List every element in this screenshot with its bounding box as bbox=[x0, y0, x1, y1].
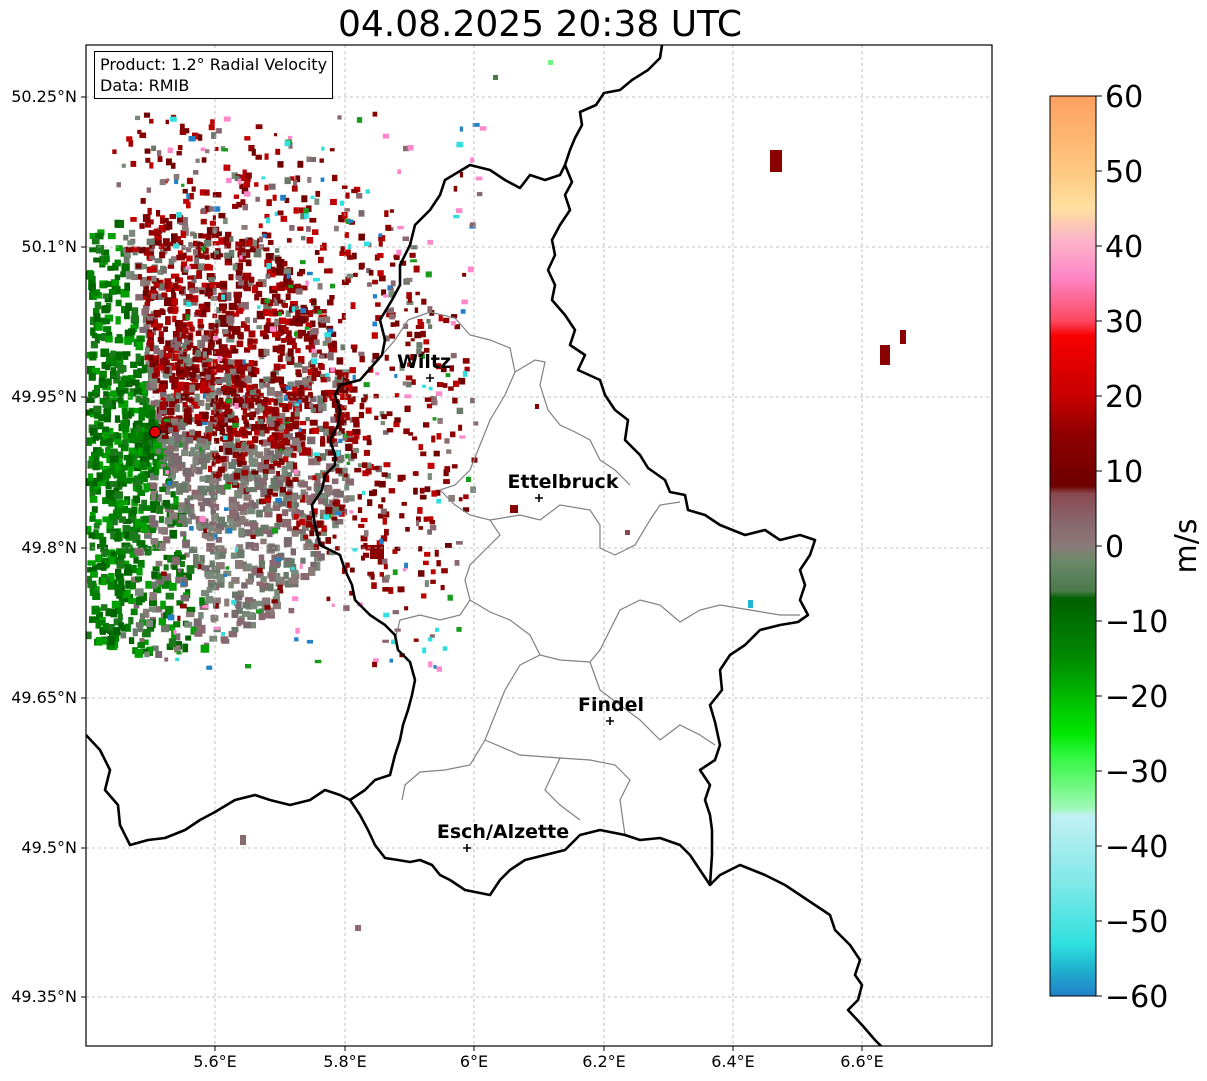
gridlines bbox=[86, 45, 992, 1046]
colorbar-tick-label: 10 bbox=[1105, 455, 1143, 490]
product-info-box: Product: 1.2° Radial Velocity Data: RMIB bbox=[94, 51, 334, 99]
y-tick-label: 49.5°N bbox=[21, 838, 77, 857]
city-marker-icon bbox=[426, 374, 434, 382]
city-esch-alzette: Esch/Alzette bbox=[437, 821, 569, 852]
colorbar-tick-label: 20 bbox=[1105, 380, 1143, 415]
data-source-label: Data: RMIB bbox=[100, 76, 190, 95]
canton-boundaries bbox=[381, 311, 800, 836]
y-tick-label: 49.8°N bbox=[21, 538, 77, 557]
radar-site-marker bbox=[149, 426, 161, 438]
country-borders bbox=[86, 45, 883, 1046]
colorbar-tick-label: −20 bbox=[1105, 680, 1168, 715]
colorbar-unit-label: m/s bbox=[1169, 519, 1204, 574]
city-label: Findel bbox=[578, 694, 644, 716]
product-label: Product: 1.2° Radial Velocity bbox=[100, 55, 328, 74]
colorbar-tick-label: −10 bbox=[1105, 605, 1168, 640]
x-tick-label: 5.6°E bbox=[193, 1052, 237, 1071]
city-marker-icon bbox=[535, 494, 543, 502]
y-tick-label: 50.1°N bbox=[21, 237, 77, 256]
city-ettelbruck: Ettelbruck bbox=[508, 471, 619, 502]
x-tick-label: 6.6°E bbox=[840, 1052, 884, 1071]
city-marker-icon bbox=[463, 844, 471, 852]
x-tick-label: 6.2°E bbox=[582, 1052, 626, 1071]
colorbar-tick-label: 40 bbox=[1105, 230, 1143, 265]
city-wiltz: Wiltz bbox=[397, 351, 451, 382]
colorbar-tick-label: −60 bbox=[1105, 980, 1168, 1015]
colorbar-tick-label: 60 bbox=[1105, 80, 1143, 115]
x-tick-label: 6°E bbox=[460, 1052, 488, 1071]
city-findel: Findel bbox=[578, 694, 644, 725]
radar-echo-layer bbox=[86, 60, 906, 931]
city-marker-icon bbox=[606, 717, 614, 725]
colorbar-tick-label: 30 bbox=[1105, 305, 1143, 340]
colorbar-tick-label: 50 bbox=[1105, 155, 1143, 190]
colorbar-tick-label: −40 bbox=[1105, 830, 1168, 865]
city-label: Wiltz bbox=[397, 351, 451, 373]
city-label: Ettelbruck bbox=[508, 471, 619, 493]
colorbar-tick-label: 0 bbox=[1105, 530, 1124, 565]
y-tick-label: 49.35°N bbox=[11, 987, 77, 1006]
tick-marks bbox=[81, 96, 863, 1051]
x-tick-label: 6.4°E bbox=[711, 1052, 755, 1071]
colorbar-tick-label: −30 bbox=[1105, 755, 1168, 790]
city-markers: Wiltz Ettelbruck Findel Esch/Alzette bbox=[397, 351, 644, 852]
map-title: 04.08.2025 20:38 UTC bbox=[337, 4, 743, 45]
colorbar-gradient bbox=[1050, 96, 1096, 996]
x-tick-label: 5.8°E bbox=[323, 1052, 367, 1071]
y-tick-label: 50.25°N bbox=[11, 87, 77, 106]
y-tick-label: 49.95°N bbox=[11, 387, 77, 406]
plot-frame bbox=[85, 44, 993, 1047]
y-tick-label: 49.65°N bbox=[11, 688, 77, 707]
colorbar-tick-label: −50 bbox=[1105, 905, 1168, 940]
velocity-colorbar: 60 50 40 30 20 10 0 −10 −20 −30 −40 −50 −60 m/s bbox=[1049, 80, 1204, 1015]
city-label: Esch/Alzette bbox=[437, 821, 569, 843]
